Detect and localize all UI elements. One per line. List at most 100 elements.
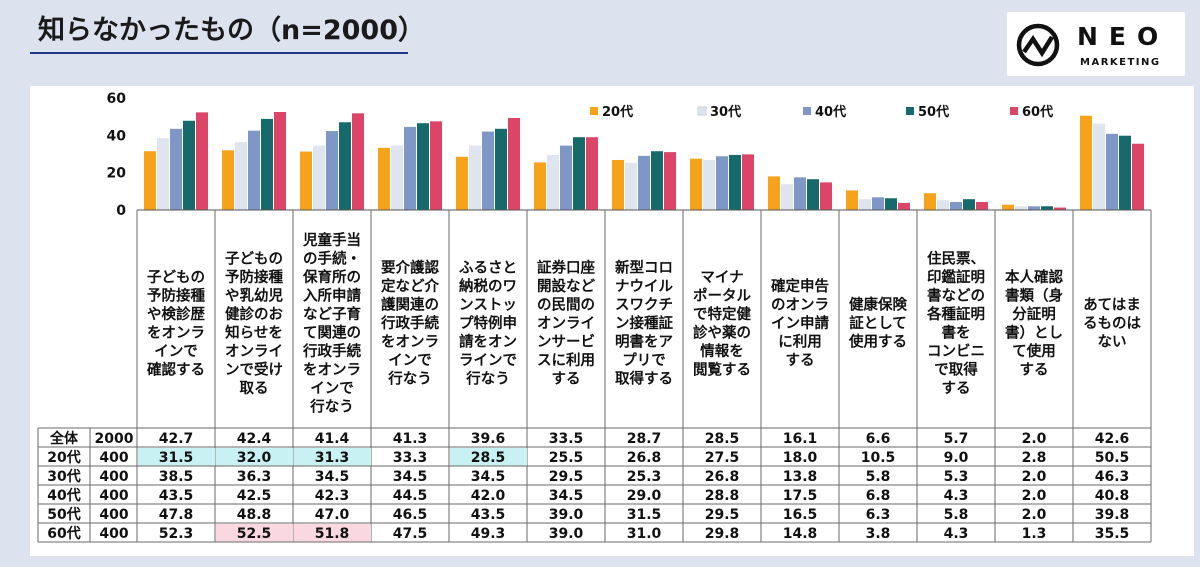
table-row-n: 400 xyxy=(99,526,128,542)
table-cell: 42.4 xyxy=(237,431,272,447)
legend-swatch-4 xyxy=(906,107,914,115)
table-cell: 46.3 xyxy=(1095,469,1130,485)
bar-3-2 xyxy=(248,130,260,210)
table-row-label: 50代 xyxy=(47,506,80,523)
legend-label-1: 20代 xyxy=(602,104,633,120)
table-row-n: 400 xyxy=(99,469,128,485)
table-cell: 47.0 xyxy=(315,507,350,523)
table-row-n: 400 xyxy=(99,450,128,466)
table-row-label: 20代 xyxy=(47,449,80,466)
bar-3-4 xyxy=(404,126,416,210)
legend-label-5: 60代 xyxy=(1022,104,1053,120)
category-label-12: 本人確認書類（身分証明書）として使用する xyxy=(1005,268,1063,379)
table-cell: 31.3 xyxy=(315,450,350,466)
table-cell: 28.5 xyxy=(705,431,740,447)
category-label-4: 要介護認定など介護関連の行政手続をオンラインで行なう xyxy=(380,259,439,388)
table-cell: 5.3 xyxy=(944,469,969,485)
bar-3-5 xyxy=(482,131,494,210)
table-cell: 38.5 xyxy=(159,469,194,485)
table-cell: 47.5 xyxy=(393,526,428,542)
table-cell: 2.0 xyxy=(1022,507,1047,523)
bar-3-6 xyxy=(560,145,572,210)
y-tick-label: 60 xyxy=(107,91,127,107)
table-cell: 50.5 xyxy=(1095,450,1130,466)
bar-1-13 xyxy=(1080,115,1092,210)
table-cell: 34.5 xyxy=(471,469,506,485)
category-label-11: 住民票、印鑑証明書などの各種証明書をコンビニで取得する xyxy=(926,249,985,397)
legend-label-2: 30代 xyxy=(710,104,741,120)
bar-2-7 xyxy=(625,162,637,210)
table-cell: 42.6 xyxy=(1095,431,1130,447)
table-cell: 6.3 xyxy=(866,507,891,523)
table-cell: 34.5 xyxy=(393,469,428,485)
table-cell: 47.8 xyxy=(159,507,194,523)
table-cell: 49.3 xyxy=(471,526,506,542)
bar-5-8 xyxy=(742,154,754,210)
table-cell: 42.3 xyxy=(315,488,350,504)
bar-2-12 xyxy=(1015,206,1027,210)
table-row-n: 2000 xyxy=(95,431,134,447)
table-cell: 26.8 xyxy=(627,450,662,466)
table-cell: 1.3 xyxy=(1022,526,1047,542)
table-cell: 16.1 xyxy=(783,431,818,447)
table-cell: 29.8 xyxy=(705,526,740,542)
bar-2-9 xyxy=(781,184,793,210)
bar-3-7 xyxy=(638,155,650,210)
bar-4-7 xyxy=(651,151,663,210)
bar-4-2 xyxy=(261,118,273,210)
table-cell: 34.5 xyxy=(315,469,350,485)
bar-1-4 xyxy=(378,147,390,210)
bar-2-4 xyxy=(391,145,403,210)
bar-3-13 xyxy=(1106,133,1118,210)
table-cell: 27.5 xyxy=(705,450,740,466)
bar-2-3 xyxy=(313,145,325,210)
bar-5-3 xyxy=(352,113,364,210)
table-cell: 32.0 xyxy=(237,450,272,466)
bar-5-10 xyxy=(898,202,910,210)
category-label-2: 子どもの予防接種や乳幼児健診のお知らせをオンラインで受け取る xyxy=(225,250,283,397)
table-row-label: 40代 xyxy=(47,487,80,504)
table-cell: 29.5 xyxy=(549,469,584,485)
bar-4-3 xyxy=(339,122,351,210)
table-cell: 41.3 xyxy=(393,431,428,447)
bar-5-6 xyxy=(586,137,598,210)
bar-3-12 xyxy=(1028,206,1040,210)
table-cell: 18.0 xyxy=(783,450,818,466)
table-cell: 31.5 xyxy=(159,450,194,466)
table-cell: 43.5 xyxy=(159,488,194,504)
bar-1-2 xyxy=(222,150,234,210)
chart-panel: 0 20 40 60 20代 30代 40代 50代 60代 子どもの予防接種や検診歴をオンライン… xyxy=(30,86,1194,556)
table-cell: 33.3 xyxy=(393,450,428,466)
bar-4-11 xyxy=(963,199,975,210)
title-underline xyxy=(30,52,408,54)
category-label-6: 証券口座開設などの民間のオンラインサービスに利用する xyxy=(537,259,595,388)
legend-swatch-3 xyxy=(803,107,811,115)
category-label-10: 健康保険証として使用する xyxy=(848,296,907,351)
table-row-n: 400 xyxy=(99,507,128,523)
table-cell: 42.5 xyxy=(237,488,272,504)
table-cell: 16.5 xyxy=(783,507,818,523)
bar-2-8 xyxy=(703,159,715,210)
bar-1-10 xyxy=(846,190,858,210)
legend-label-3: 40代 xyxy=(815,104,846,120)
bar-2-2 xyxy=(235,142,247,210)
page-title: 知らなかったもの（n=2000） xyxy=(38,15,425,46)
highlight-cell xyxy=(294,524,371,542)
bar-4-12 xyxy=(1041,206,1053,210)
table-cell: 31.5 xyxy=(627,507,662,523)
bar-3-9 xyxy=(794,177,806,210)
y-tick-label: 40 xyxy=(107,128,127,144)
bar-3-10 xyxy=(872,197,884,210)
bar-1-6 xyxy=(534,162,546,210)
bar-1-11 xyxy=(924,193,936,210)
bar-2-11 xyxy=(937,200,949,210)
legend-swatch-2 xyxy=(697,106,707,116)
bar-5-11 xyxy=(976,201,988,210)
bar-5-5 xyxy=(508,117,520,210)
table-cell: 5.8 xyxy=(944,507,969,523)
table-cell: 31.0 xyxy=(627,526,662,542)
table-cell: 4.3 xyxy=(944,526,969,542)
table-cell: 35.5 xyxy=(1095,526,1130,542)
logo-mark-icon xyxy=(1016,23,1060,67)
